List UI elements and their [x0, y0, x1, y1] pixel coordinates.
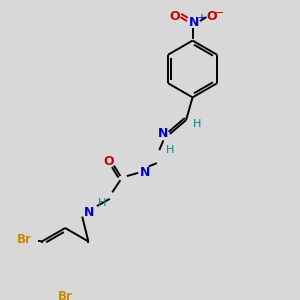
Text: O: O — [207, 10, 218, 23]
Text: N: N — [158, 128, 169, 140]
Text: N: N — [189, 16, 200, 29]
Text: Br: Br — [17, 233, 32, 246]
Text: +: + — [197, 13, 205, 23]
Text: H: H — [98, 198, 107, 208]
Text: Br: Br — [58, 290, 73, 300]
Text: −: − — [215, 8, 224, 18]
Text: O: O — [169, 10, 180, 23]
Text: N: N — [140, 166, 150, 179]
Text: N: N — [84, 206, 95, 219]
Text: H: H — [166, 145, 174, 155]
Text: O: O — [104, 155, 114, 168]
Text: H: H — [193, 119, 202, 129]
